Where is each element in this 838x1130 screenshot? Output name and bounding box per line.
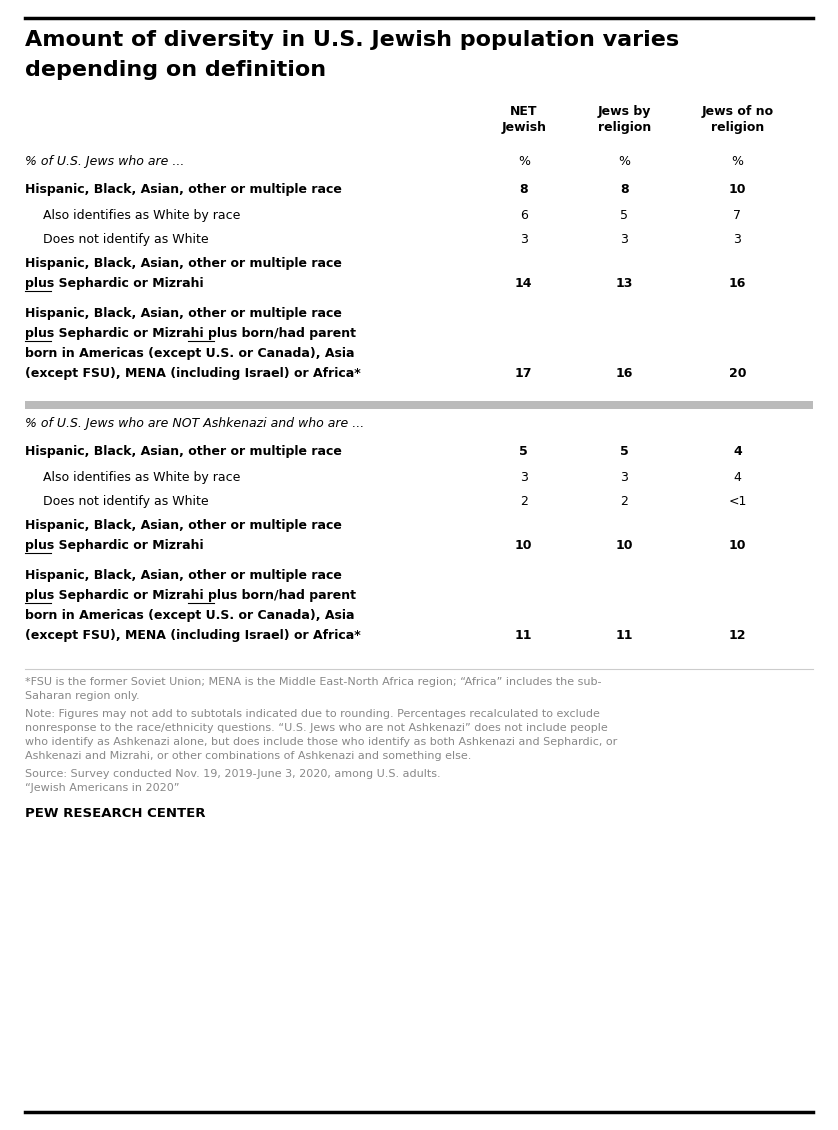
Text: *FSU is the former Soviet Union; MENA is the Middle East-North Africa region; “A: *FSU is the former Soviet Union; MENA is…	[25, 677, 602, 687]
Text: Ashkenazi and Mizrahi, or other combinations of Ashkenazi and something else.: Ashkenazi and Mizrahi, or other combinat…	[25, 751, 471, 760]
Text: Also identifies as White by race: Also identifies as White by race	[43, 471, 241, 484]
Text: % of U.S. Jews who are NOT Ashkenazi and who are ...: % of U.S. Jews who are NOT Ashkenazi and…	[25, 417, 365, 431]
Text: Hispanic, Black, Asian, other or multiple race: Hispanic, Black, Asian, other or multipl…	[25, 183, 342, 195]
Text: 16: 16	[616, 367, 633, 380]
Text: %: %	[732, 155, 743, 168]
Text: Hispanic, Black, Asian, other or multiple race: Hispanic, Black, Asian, other or multipl…	[25, 570, 342, 582]
Text: 11: 11	[616, 629, 633, 642]
Text: 11: 11	[515, 629, 532, 642]
Text: Source: Survey conducted Nov. 19, 2019-June 3, 2020, among U.S. adults.: Source: Survey conducted Nov. 19, 2019-J…	[25, 770, 441, 779]
Text: plus Sephardic or Mizrahi plus born/had parent: plus Sephardic or Mizrahi plus born/had …	[25, 589, 356, 602]
Text: religion: religion	[711, 121, 764, 134]
Text: born in Americas (except U.S. or Canada), Asia: born in Americas (except U.S. or Canada)…	[25, 347, 354, 360]
Text: %: %	[518, 155, 530, 168]
Text: nonresponse to the race/ethnicity questions. “U.S. Jews who are not Ashkenazi” d: nonresponse to the race/ethnicity questi…	[25, 723, 608, 733]
Text: NET: NET	[510, 105, 537, 118]
Text: Hispanic, Black, Asian, other or multiple race: Hispanic, Black, Asian, other or multipl…	[25, 307, 342, 320]
Text: 13: 13	[616, 277, 633, 290]
Text: Jews of no: Jews of no	[701, 105, 773, 118]
Text: 3: 3	[733, 233, 742, 246]
Text: 5: 5	[620, 445, 628, 458]
Text: 3: 3	[620, 471, 628, 484]
Text: plus Sephardic or Mizrahi: plus Sephardic or Mizrahi	[25, 277, 204, 290]
Text: 14: 14	[515, 277, 532, 290]
Text: Saharan region only.: Saharan region only.	[25, 692, 140, 701]
Text: Does not identify as White: Does not identify as White	[43, 495, 209, 508]
Text: 2: 2	[620, 495, 628, 508]
Text: 10: 10	[616, 539, 633, 551]
Bar	[25, 401, 813, 409]
Text: who identify as Ashkenazi alone, but does include those who identify as both Ash: who identify as Ashkenazi alone, but doe…	[25, 737, 618, 747]
Text: plus Sephardic or Mizrahi plus born/had parent: plus Sephardic or Mizrahi plus born/had …	[25, 327, 356, 340]
Text: Note: Figures may not add to subtotals indicated due to rounding. Percentages re: Note: Figures may not add to subtotals i…	[25, 709, 600, 719]
Text: 12: 12	[729, 629, 746, 642]
Text: (except FSU), MENA (including Israel) or Africa*: (except FSU), MENA (including Israel) or…	[25, 367, 360, 380]
Text: Jews by: Jews by	[597, 105, 651, 118]
Text: %: %	[618, 155, 630, 168]
Text: PEW RESEARCH CENTER: PEW RESEARCH CENTER	[25, 807, 205, 820]
Text: % of U.S. Jews who are ...: % of U.S. Jews who are ...	[25, 155, 184, 168]
Text: 8: 8	[620, 183, 628, 195]
Text: 3: 3	[620, 233, 628, 246]
Text: 10: 10	[729, 539, 746, 551]
Text: (except FSU), MENA (including Israel) or Africa*: (except FSU), MENA (including Israel) or…	[25, 629, 360, 642]
Text: Amount of diversity in U.S. Jewish population varies: Amount of diversity in U.S. Jewish popul…	[25, 31, 679, 50]
Text: 6: 6	[520, 209, 528, 221]
Text: 20: 20	[729, 367, 746, 380]
Text: 10: 10	[729, 183, 746, 195]
Text: plus Sephardic or Mizrahi: plus Sephardic or Mizrahi	[25, 539, 204, 551]
Text: born in Americas (except U.S. or Canada), Asia: born in Americas (except U.S. or Canada)…	[25, 609, 354, 622]
Text: 5: 5	[520, 445, 528, 458]
Text: 5: 5	[620, 209, 628, 221]
Text: 2: 2	[520, 495, 528, 508]
Text: 7: 7	[733, 209, 742, 221]
Text: Hispanic, Black, Asian, other or multiple race: Hispanic, Black, Asian, other or multipl…	[25, 519, 342, 532]
Text: 4: 4	[733, 471, 742, 484]
Text: 4: 4	[733, 445, 742, 458]
Text: Jewish: Jewish	[501, 121, 546, 134]
Text: <1: <1	[728, 495, 747, 508]
Text: Also identifies as White by race: Also identifies as White by race	[43, 209, 241, 221]
Text: depending on definition: depending on definition	[25, 60, 326, 80]
Text: 3: 3	[520, 471, 528, 484]
Text: Hispanic, Black, Asian, other or multiple race: Hispanic, Black, Asian, other or multipl…	[25, 445, 342, 458]
Text: 10: 10	[515, 539, 532, 551]
Text: 17: 17	[515, 367, 532, 380]
Text: 16: 16	[729, 277, 746, 290]
Text: “Jewish Americans in 2020”: “Jewish Americans in 2020”	[25, 783, 179, 793]
Text: 3: 3	[520, 233, 528, 246]
Text: 8: 8	[520, 183, 528, 195]
Text: religion: religion	[597, 121, 651, 134]
Text: Does not identify as White: Does not identify as White	[43, 233, 209, 246]
Text: Hispanic, Black, Asian, other or multiple race: Hispanic, Black, Asian, other or multipl…	[25, 257, 342, 270]
